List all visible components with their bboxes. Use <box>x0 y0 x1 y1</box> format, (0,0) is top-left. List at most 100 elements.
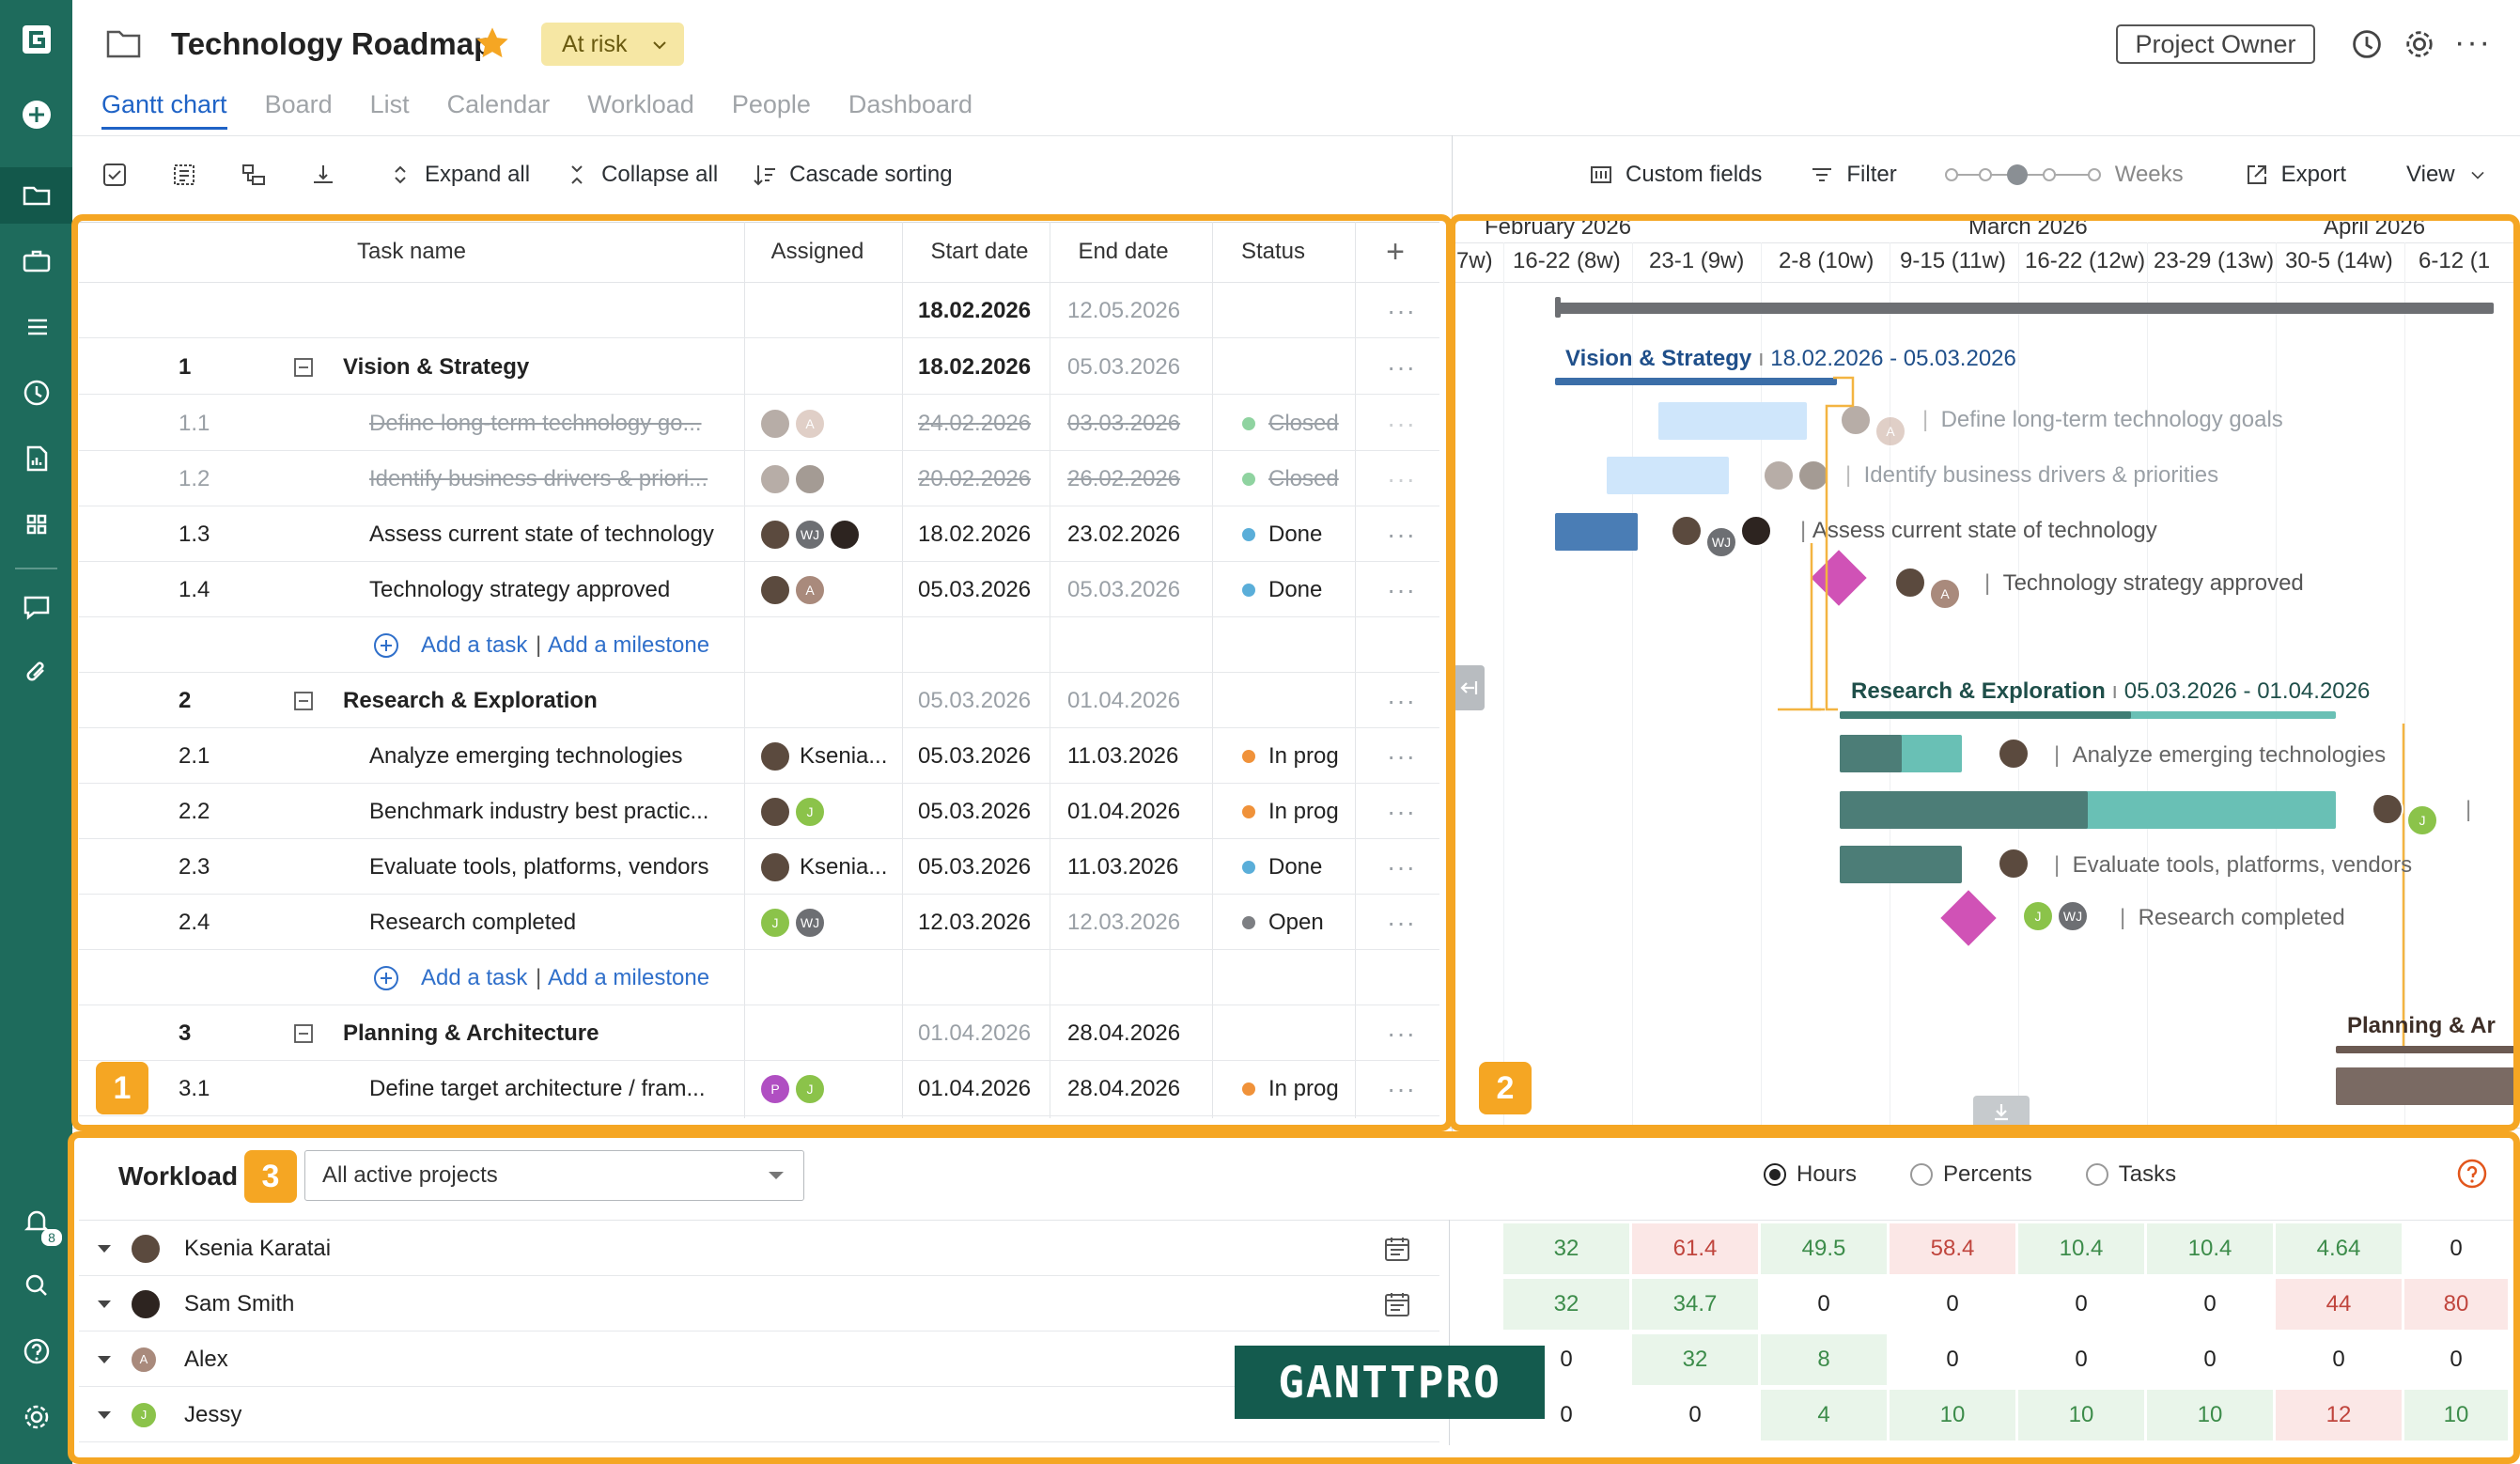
workload-cell[interactable]: 0 <box>2075 1347 2088 1372</box>
ganttpro-logo-icon[interactable] <box>0 11 72 68</box>
export-button[interactable]: Export <box>2280 162 2347 187</box>
assignee-avatars[interactable]: WJ <box>759 506 863 562</box>
attachments-icon[interactable] <box>0 645 72 701</box>
expand-toggle-icon[interactable] <box>96 1221 117 1276</box>
workload-cell[interactable]: 0 <box>2450 1347 2463 1372</box>
help-icon[interactable] <box>0 1323 72 1379</box>
assignee-avatars[interactable]: J <box>759 784 829 839</box>
task-row[interactable]: 1.1 Define long-term technology go... A … <box>79 396 1439 451</box>
settings-gear-icon[interactable] <box>0 1389 72 1445</box>
row-menu-icon[interactable]: ··· <box>1387 408 1416 438</box>
workload-cell[interactable]: 0 <box>2332 1347 2345 1372</box>
row-menu-icon[interactable]: ··· <box>1387 351 1416 382</box>
group-bar[interactable] <box>2336 1046 2520 1053</box>
expand-all-button[interactable]: Expand all <box>425 162 531 187</box>
tab-gantt-chart[interactable]: Gantt chart <box>101 90 227 130</box>
group-bar[interactable] <box>1555 378 1837 385</box>
col-status[interactable]: Status <box>1240 239 1306 264</box>
expand-toggle-icon[interactable] <box>96 1276 117 1332</box>
workload-cell[interactable]: 4 <box>1761 1390 1887 1441</box>
task-row[interactable]: 1.3 Assess current state of technology W… <box>79 506 1439 562</box>
zoom-slider[interactable] <box>1944 162 2104 188</box>
workload-cell[interactable]: 10 <box>2404 1390 2508 1441</box>
assignee-avatars[interactable] <box>759 451 829 506</box>
search-icon[interactable] <box>0 1257 72 1314</box>
col-end-date[interactable]: End date <box>1078 239 1169 264</box>
workload-cell[interactable]: 44 <box>2276 1279 2402 1330</box>
reports-icon[interactable] <box>0 430 72 487</box>
row-menu-icon[interactable]: ··· <box>1387 685 1416 715</box>
row-menu-icon[interactable]: ··· <box>1387 796 1416 826</box>
workload-cell[interactable]: 0 <box>2203 1347 2217 1372</box>
workload-cell[interactable]: 80 <box>2404 1279 2508 1330</box>
task-row[interactable]: 1.2 Identify business drivers & priori..… <box>79 451 1439 506</box>
filter-button[interactable]: Filter <box>1846 162 1897 187</box>
task-bar[interactable] <box>1607 457 1729 494</box>
workload-cell[interactable]: 0 <box>1817 1291 1830 1316</box>
workload-cell[interactable]: 32 <box>1503 1223 1629 1274</box>
task-bar[interactable] <box>1658 402 1807 440</box>
custom-fields-button[interactable]: Custom fields <box>1626 162 1763 187</box>
assignee-avatars[interactable]: Ksenia... <box>759 728 887 784</box>
workload-cell[interactable]: 8 <box>1761 1334 1887 1385</box>
projects-folder-icon[interactable] <box>0 167 72 224</box>
expand-toggle-icon[interactable] <box>96 1332 117 1387</box>
workload-person-row[interactable]: Sam Smith <box>79 1276 1439 1332</box>
task-row[interactable]: 2.2 Benchmark industry best practic... J… <box>79 784 1439 839</box>
project-settings-gear-icon[interactable] <box>2402 26 2437 67</box>
workload-cell[interactable]: 10.4 <box>2018 1223 2144 1274</box>
task-bar[interactable] <box>1840 846 1962 883</box>
more-options-icon[interactable]: ··· <box>2454 24 2492 60</box>
outdent-icon[interactable] <box>241 162 267 188</box>
workload-cell[interactable]: 10 <box>1890 1390 2015 1441</box>
add-task-link[interactable]: Add a task <box>421 631 528 658</box>
favorite-star-icon[interactable] <box>474 24 511 67</box>
workload-cell[interactable]: 61.4 <box>1632 1223 1758 1274</box>
task-row[interactable]: 1.4 Technology strategy approved A 05.03… <box>79 562 1439 617</box>
add-circle-icon[interactable] <box>373 950 399 1005</box>
workload-cell[interactable]: 0 <box>2450 1236 2463 1261</box>
workload-cell[interactable]: 10 <box>2147 1390 2273 1441</box>
workload-cell[interactable]: 32 <box>1632 1334 1758 1385</box>
task-bar[interactable] <box>2336 1067 2520 1105</box>
task-row-group[interactable]: 1 Vision & Strategy 18.02.2026 05.03.202… <box>79 339 1439 395</box>
row-menu-icon[interactable]: ··· <box>1387 1073 1416 1103</box>
add-milestone-link[interactable]: Add a milestone <box>548 631 710 658</box>
history-icon[interactable] <box>2349 26 2385 67</box>
add-task-link[interactable]: Add a task <box>421 964 528 990</box>
workload-cell[interactable]: 10 <box>2018 1390 2144 1441</box>
row-menu-icon[interactable]: ··· <box>1387 574 1416 604</box>
workload-project-select[interactable]: All active projects <box>304 1150 804 1201</box>
project-owner-button[interactable]: Project Owner <box>2116 24 2315 64</box>
task-list-icon[interactable] <box>0 299 72 355</box>
workload-cell[interactable]: 49.5 <box>1761 1223 1887 1274</box>
tab-dashboard[interactable]: Dashboard <box>848 90 972 118</box>
add-circle-icon[interactable] <box>373 617 399 673</box>
indent-icon[interactable] <box>171 162 197 188</box>
workload-cell[interactable]: 58.4 <box>1890 1223 2015 1274</box>
assignee-avatars[interactable]: Ksenia... <box>759 839 887 895</box>
workload-cell[interactable]: 32 <box>1503 1279 1629 1330</box>
collapse-all-button[interactable]: Collapse all <box>601 162 719 187</box>
col-assigned[interactable]: Assigned <box>770 239 864 264</box>
project-summary-bar[interactable] <box>1555 303 2494 314</box>
workload-person-row[interactable]: J Jessy <box>79 1387 1439 1442</box>
assignee-avatars[interactable]: J WJ <box>759 895 829 950</box>
row-menu-icon[interactable]: ··· <box>1387 851 1416 881</box>
radio-percents[interactable]: Percents <box>1909 1161 2032 1188</box>
collapse-toggle-icon[interactable] <box>293 673 314 728</box>
collapse-toggle-icon[interactable] <box>293 1005 314 1061</box>
workload-person-row[interactable]: Ksenia Karatai <box>79 1221 1439 1276</box>
calendar-icon[interactable] <box>1383 1276 1411 1332</box>
workload-cell[interactable]: 12 <box>2276 1390 2402 1441</box>
apps-grid-icon[interactable] <box>0 496 72 553</box>
row-menu-icon[interactable]: ··· <box>1387 295 1416 325</box>
notifications-bell-icon[interactable]: 8 <box>0 1193 72 1250</box>
tab-list[interactable]: List <box>369 90 410 118</box>
row-menu-icon[interactable]: ··· <box>1387 740 1416 771</box>
select-tasks-checkbox-icon[interactable] <box>101 162 128 188</box>
calendar-icon[interactable] <box>1383 1221 1411 1276</box>
assignee-avatars[interactable]: A <box>759 562 829 617</box>
workload-cell[interactable]: 10.4 <box>2147 1223 2273 1274</box>
